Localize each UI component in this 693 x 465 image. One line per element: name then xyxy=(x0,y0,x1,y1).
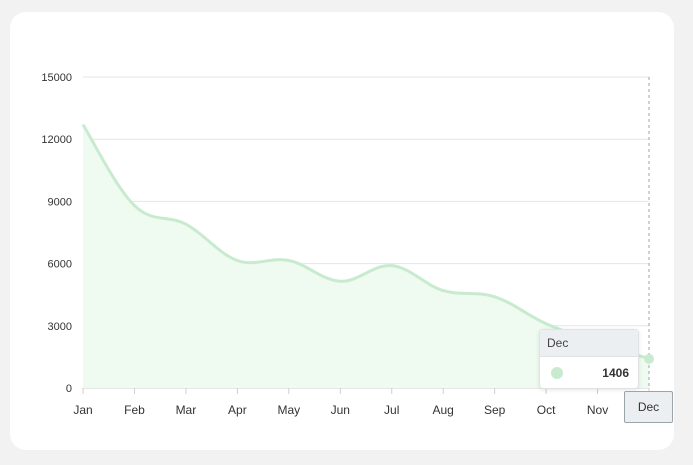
y-tick-label: 12000 xyxy=(41,134,72,146)
x-tick-label: Sep xyxy=(484,403,506,417)
x-tick-label: Jul xyxy=(384,403,399,417)
x-tick-label: Oct xyxy=(537,403,556,417)
x-tick-label: Feb xyxy=(124,403,145,417)
series-line xyxy=(81,123,650,361)
series-area xyxy=(83,124,649,388)
x-tick-label: Apr xyxy=(228,403,247,417)
x-tick-label: Mar xyxy=(176,403,197,417)
data-point-dec xyxy=(644,353,654,364)
series-marker-icon xyxy=(551,367,563,379)
y-tick-label: 15000 xyxy=(41,72,72,84)
x-tick-label: Aug xyxy=(433,403,454,417)
y-tick-label: 9000 xyxy=(48,196,72,208)
y-tick-label: 0 xyxy=(66,383,72,395)
y-tick-label: 6000 xyxy=(48,259,72,271)
tooltip-row: 1406 xyxy=(540,357,638,388)
chart-tooltip: Dec 1406 xyxy=(539,329,639,389)
x-tick-label: Nov xyxy=(587,403,608,417)
x-tick-label: Jan xyxy=(73,403,92,417)
y-tick-label: 3000 xyxy=(48,321,72,333)
tooltip-title: Dec xyxy=(540,330,638,357)
crosshair-x-label: Dec xyxy=(624,391,673,423)
x-tick-label: Jun xyxy=(331,403,350,417)
x-tick-label: May xyxy=(277,403,300,417)
tooltip-value: 1406 xyxy=(602,366,629,380)
